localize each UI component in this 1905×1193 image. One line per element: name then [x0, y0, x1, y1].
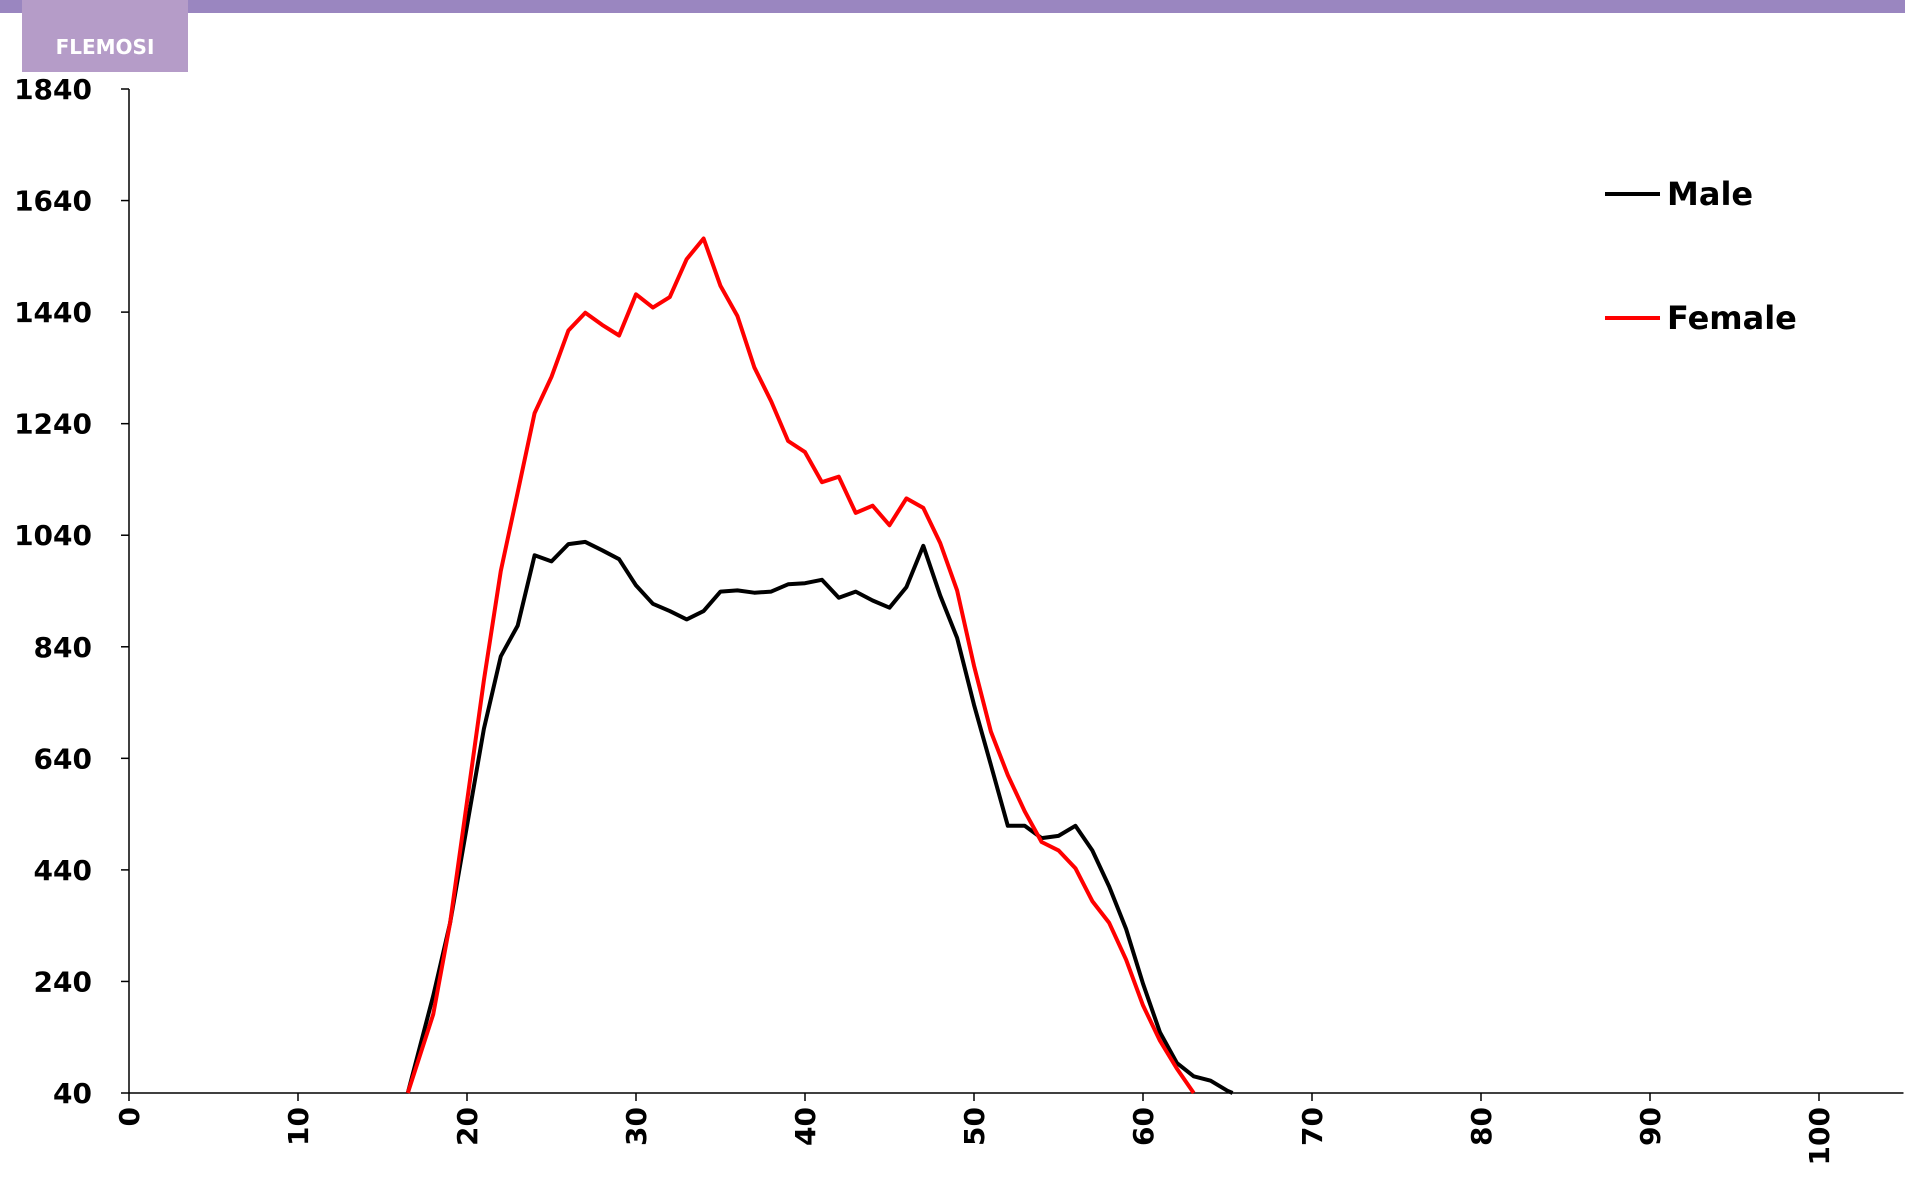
y-tick-label: 1840 [14, 73, 92, 106]
x-tick-label: 80 [1465, 1107, 1498, 1146]
y-tick-label: 640 [34, 742, 92, 775]
logo: FLEMOSI [56, 35, 155, 59]
x-tick-label: 70 [1296, 1107, 1329, 1146]
y-tick-label: 240 [34, 965, 92, 998]
legend-label: Male [1667, 175, 1753, 213]
x-tick-label: 0 [113, 1107, 146, 1126]
y-tick-label: 40 [53, 1077, 92, 1110]
x-tick-label: 20 [451, 1107, 484, 1146]
x-tick-label: 10 [282, 1107, 315, 1146]
y-tick-label: 1040 [14, 519, 92, 552]
x-tick-label: 90 [1634, 1107, 1667, 1146]
y-tick-label: 1640 [14, 185, 92, 218]
x-tick-label: 100 [1803, 1107, 1836, 1165]
line-series [405, 236, 1196, 1095]
y-tick-label: 440 [34, 854, 92, 887]
x-tick-label: 60 [1127, 1107, 1160, 1146]
y-tick-label: 1440 [14, 296, 92, 329]
x-tick-label: 30 [620, 1107, 653, 1146]
logo-box [22, 0, 188, 72]
y-tick-label: 840 [34, 631, 92, 664]
x-tick-label: 40 [789, 1107, 822, 1146]
y-tick-label: 1240 [14, 408, 92, 441]
line-series [405, 539, 1234, 1095]
top-band [0, 0, 1905, 13]
legend-label: Female [1667, 299, 1797, 337]
x-tick-label: 50 [958, 1107, 991, 1146]
